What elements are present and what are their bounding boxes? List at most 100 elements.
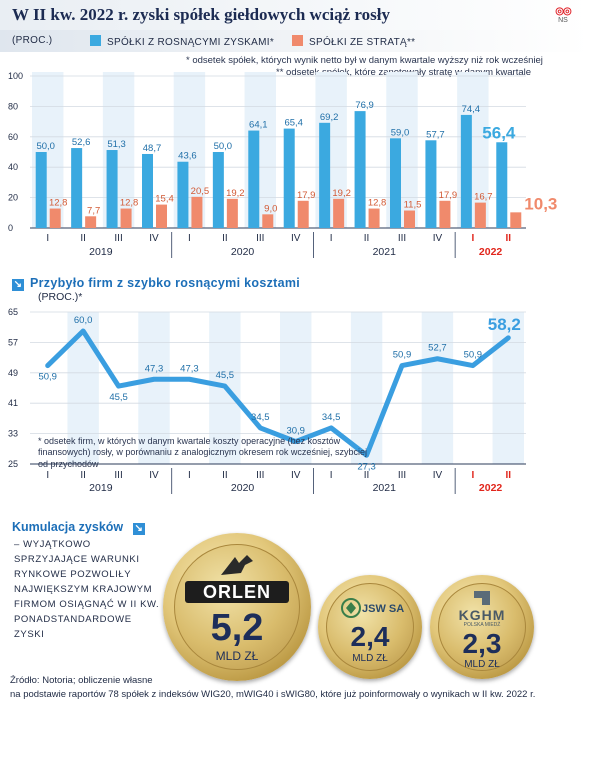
chart1-unit: (PROC.) — [12, 35, 53, 46]
line-data-label: 47,3 — [145, 363, 164, 374]
kghm-unit: MLD ZŁ — [464, 659, 500, 670]
chart2-year-label: 2022 — [479, 482, 503, 494]
publisher-logo: ◎◎ NS — [552, 6, 574, 24]
chart1-ytick-label: 80 — [8, 101, 18, 111]
profit-data-label: 43,6 — [178, 151, 197, 162]
kghm-logo-text: KGHM — [458, 607, 506, 623]
loss-bar — [333, 198, 345, 228]
arrow-down-right-icon: ↘ — [12, 279, 24, 291]
source: Źródło: Notoria; obliczenie własne na po… — [10, 674, 535, 702]
loss-bar — [297, 200, 309, 228]
chart2-quarter-label: I — [330, 470, 333, 481]
loss-data-label: 10,3 — [524, 194, 557, 213]
chart1-quarter-label: II — [80, 233, 86, 244]
loss-bar — [404, 210, 415, 228]
line-data-label: 58,2 — [488, 315, 521, 334]
chart1-quarter-label: I — [46, 233, 49, 244]
orlen-value: 5,2 — [210, 607, 264, 649]
chart1-quarter-label: II — [506, 233, 512, 244]
loss-bar — [120, 208, 132, 228]
line-data-label: 45,5 — [109, 392, 128, 403]
chart1-ytick-label: 40 — [8, 162, 18, 172]
profit-data-label: 50,0 — [214, 141, 233, 152]
chart2-band — [421, 312, 454, 464]
chart2-band — [138, 312, 170, 464]
profit-bar — [460, 114, 472, 228]
chart1-ytick-label: 20 — [8, 193, 18, 203]
loss-data-label: 12,8 — [368, 198, 387, 209]
loss-bar — [49, 208, 61, 228]
cumulation-title-wrap: Kumulacja zysków ↘ — [12, 520, 145, 535]
kghm-logo-subtitle: POLSKA MIEDŹ — [463, 622, 501, 628]
chart2-ytick-label: 65 — [8, 307, 18, 317]
kghm-value: 2,3 — [462, 628, 502, 659]
profit-bar — [177, 161, 189, 228]
profit-bar — [496, 142, 508, 228]
cumulation-text: – WYJĄTKOWO SPRZYJAJĄCE WARUNKI RYNKOWE … — [14, 539, 160, 640]
chart2-ytick-label: 25 — [8, 459, 18, 469]
chart2-quarter-label: II — [506, 470, 512, 481]
jsw-logo-icon — [341, 598, 361, 618]
kghm-coin: KGHM POLSKA MIEDŹ 2,3 MLD ZŁ — [430, 575, 534, 679]
line-data-label: 34,5 — [251, 412, 270, 423]
profit-bar — [106, 150, 118, 228]
profit-bar — [425, 140, 437, 228]
profit-data-label: 52,6 — [72, 137, 91, 148]
profit-data-label: 51,3 — [107, 139, 126, 150]
kghm-logo-icon — [474, 591, 490, 605]
loss-data-label: 12,8 — [49, 198, 68, 209]
chart1-ytick-label: 60 — [8, 132, 18, 142]
source-line1: Źródło: Notoria; obliczenie własne — [10, 675, 153, 686]
chart1-quarter-label: I — [330, 233, 333, 244]
orlen-unit: MLD ZŁ — [215, 649, 259, 663]
chart2-ytick-label: 41 — [8, 398, 18, 408]
chart1-year-label: 2020 — [231, 246, 255, 258]
line-data-label: 30,9 — [286, 426, 305, 437]
chart2-quarter-label: IV — [433, 470, 443, 481]
chart1-year-label: 2022 — [479, 246, 503, 258]
chart2-band — [350, 312, 383, 464]
orlen-logo-box — [185, 581, 289, 603]
chart1-ytick-label: 100 — [8, 71, 23, 81]
loss-data-label: 19,2 — [226, 188, 245, 199]
chart1-year-label: 2021 — [373, 246, 397, 258]
chart2-year-label: 2021 — [373, 482, 397, 494]
profit-bar — [390, 138, 401, 228]
jsw-unit: MLD ZŁ — [352, 653, 388, 664]
loss-data-label: 20,5 — [191, 186, 210, 197]
loss-bar — [156, 204, 167, 228]
chart2-quarter-label: II — [80, 470, 86, 481]
chart2-band — [67, 312, 99, 464]
logo-text: NS — [558, 17, 568, 24]
profit-data-label: 69,2 — [320, 112, 339, 123]
chart1-quarter-label: II — [222, 233, 228, 244]
chart1-quarter-label: IV — [149, 233, 159, 244]
loss-bar — [439, 200, 451, 228]
profit-bar — [142, 153, 153, 228]
title-bar: W II kw. 2022 r. zyski spółek giełdowych… — [0, 0, 590, 30]
line-data-label: 50,9 — [464, 350, 483, 361]
chart2-note: * odsetek firm, w których w danym kwarta… — [38, 436, 367, 469]
loss-bar — [510, 212, 522, 228]
profit-bar — [212, 152, 224, 228]
chart1-quarter-label: III — [398, 233, 406, 244]
loss-data-label: 9,0 — [264, 203, 277, 214]
chart2-title-wrap: ↘ Przybyło firm z szybko rosnącymi koszta… — [12, 276, 300, 291]
profit-data-label: 74,4 — [462, 104, 481, 115]
chart2-quarter-label: IV — [149, 470, 159, 481]
chart2-quarter-label: III — [398, 470, 406, 481]
profit-bar — [35, 152, 47, 228]
orlen-logo-text: ORLEN — [203, 582, 271, 602]
profit-data-label: 48,7 — [143, 143, 162, 154]
chart2-ytick-label: 49 — [8, 368, 18, 378]
chart1-quarter-label: III — [114, 233, 122, 244]
loss-data-label: 15,4 — [155, 194, 174, 205]
jsw-coin: JSW SA 2,4 MLD ZŁ — [318, 575, 422, 679]
jsw-value: 2,4 — [350, 621, 390, 652]
page-title: W II kw. 2022 r. zyski spółek giełdowych… — [12, 5, 390, 24]
chart2-quarter-label: III — [256, 470, 264, 481]
chart1-quarter-label: IV — [433, 233, 443, 244]
chart2-quarter-label: III — [114, 470, 122, 481]
line-data-label: 45,5 — [216, 370, 235, 381]
chart2-ytick-label: 57 — [8, 337, 18, 347]
